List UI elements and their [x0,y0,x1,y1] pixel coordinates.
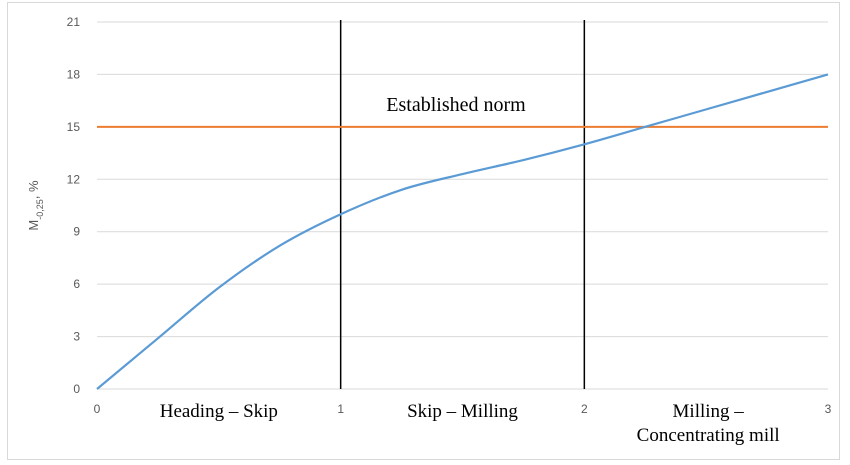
y-tick-label: 12 [67,172,81,186]
x-tick-label: 1 [337,402,344,416]
stage-boundaries [339,20,586,389]
region-label-line: Milling – [673,401,745,422]
x-tick-label: 2 [581,402,588,416]
y-tick-label: 3 [73,330,80,344]
chart-frame [7,2,840,460]
region-label: Heading – Skip [160,401,278,422]
region-label-line: Concentrating mill [637,425,780,446]
y-tick-label: 21 [67,15,81,29]
y-axis-label-main: M [26,220,41,231]
y-tick-labels: 0 3 6 9 12 15 18 21 [67,15,81,396]
y-tick-label: 18 [67,67,81,81]
y-tick-label: 9 [73,225,80,239]
x-tick-label: 3 [825,402,832,416]
region-label: Skip – Milling [407,401,518,422]
y-axis-label: M-0,25, % [26,180,45,231]
x-tick-label: 0 [94,402,101,416]
grid-lines [97,21,828,338]
y-axis-label-suffix: , % [26,180,41,199]
y-axis-label-sub: -0,25 [35,199,45,220]
series-line [96,73,829,390]
norm-label: Established norm [386,94,526,116]
region-labels: Heading – Skip Skip – Milling Milling – Con… [160,401,780,446]
y-tick-label: 15 [67,120,81,134]
x-tick-labels: 0 1 2 3 [94,402,832,416]
y-tick-label: 6 [73,277,80,291]
y-tick-label: 0 [73,382,80,396]
